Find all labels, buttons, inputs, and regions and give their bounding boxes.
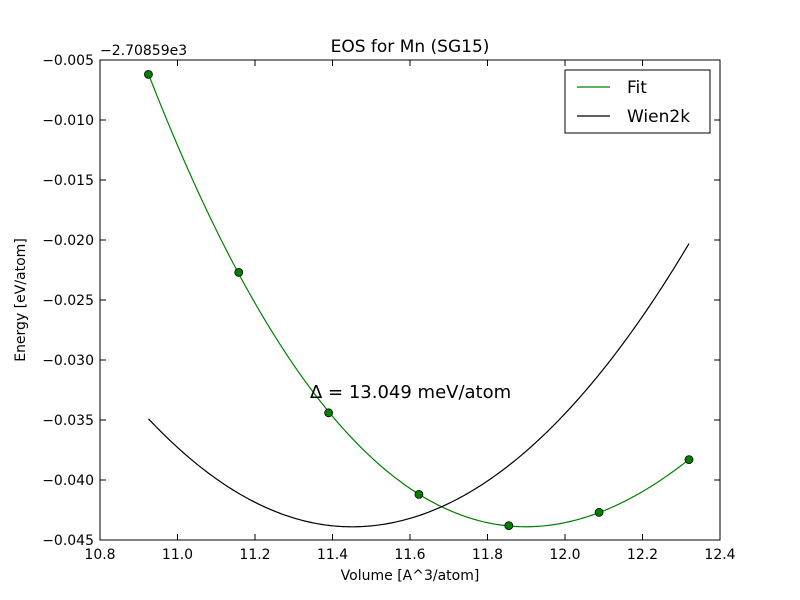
y-tick-label: −0.035: [42, 413, 94, 429]
y-offset-label: −2.70859e3: [100, 43, 187, 59]
delta-annotation: Δ = 13.049 meV/atom: [310, 382, 511, 403]
fit-data-point: [234, 267, 244, 277]
legend-label-wien2k: Wien2k: [627, 107, 690, 127]
x-tick-label: 12.2: [627, 547, 658, 563]
legend: Fit Wien2k: [564, 69, 711, 134]
y-axis-ticks: −0.045 −0.040 −0.035 −0.030 −0.025 −0.020 −0.0…: [42, 53, 720, 549]
x-tick-label: 11.8: [472, 547, 503, 563]
y-tick-label: −0.005: [42, 53, 94, 69]
fit-data-point: [414, 489, 424, 499]
x-tick-label: 11.4: [317, 547, 348, 563]
y-tick-label: −0.010: [42, 113, 94, 129]
y-tick-label: −0.025: [42, 293, 94, 309]
legend-label-fit: Fit: [627, 78, 647, 98]
y-tick-label: −0.045: [42, 533, 94, 549]
fit-data-point: [144, 70, 153, 79]
x-axis-label: Volume [A^3/atom]: [341, 568, 480, 584]
y-tick-label: −0.015: [42, 173, 94, 189]
y-tick-label: −0.020: [42, 233, 94, 249]
plot-frame: [99, 59, 721, 541]
chart-title: EOS for Mn (SG15): [331, 37, 490, 57]
x-tick-label: 11.2: [239, 547, 270, 563]
legend-box: [564, 69, 711, 134]
x-axis-ticks: 10.8 11.0 11.2 11.4 11.6 11.8 12.0 12.2 12.4: [84, 60, 736, 563]
series-layer: [144, 70, 694, 530]
x-tick-label: 11.0: [162, 547, 193, 563]
fit-data-point: [324, 408, 334, 418]
fit-data-point: [594, 508, 604, 517]
y-tick-label: −0.040: [42, 473, 94, 489]
y-axis-label: Energy [eV/atom]: [13, 238, 29, 362]
plot-background: [100, 60, 720, 540]
fit-data-point: [684, 455, 694, 465]
x-tick-label: 10.8: [84, 547, 115, 563]
wien2k-curve: [148, 243, 690, 528]
x-tick-label: 12.0: [549, 547, 580, 563]
x-tick-label: 11.6: [394, 547, 425, 563]
x-tick-label: 12.4: [704, 547, 735, 563]
y-tick-label: −0.030: [42, 353, 94, 369]
fit-data-point: [504, 521, 514, 530]
